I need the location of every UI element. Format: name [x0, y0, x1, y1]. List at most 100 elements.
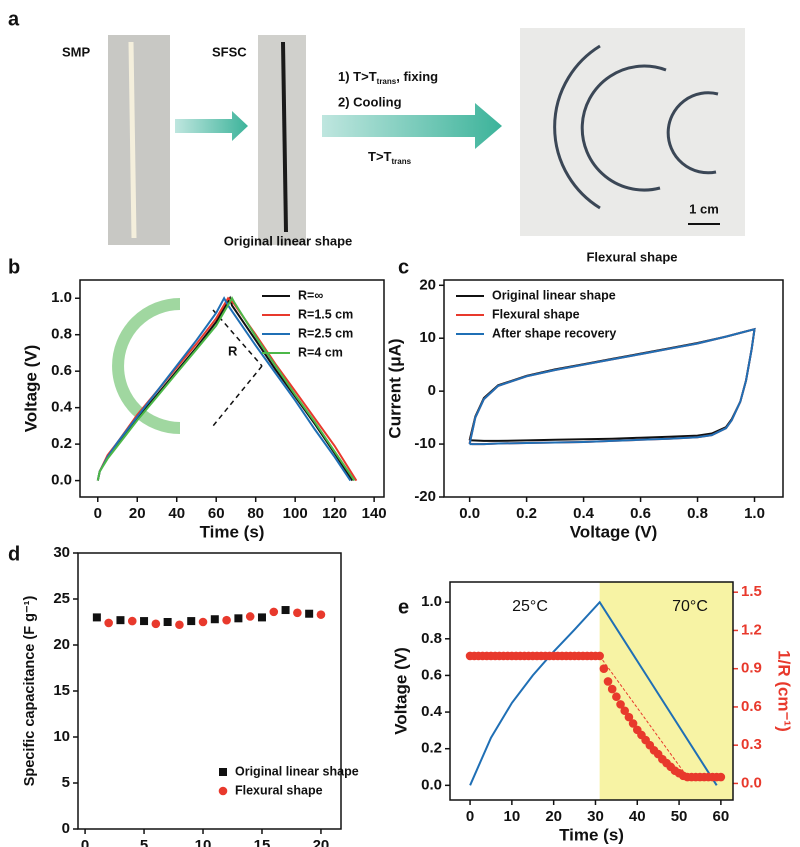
plot-frame [77, 552, 342, 830]
series-line [96, 296, 356, 482]
marker [151, 619, 161, 629]
text-part: , fixing [396, 69, 438, 84]
marker [127, 616, 137, 626]
legend-label: Flexural shape [235, 783, 323, 797]
text-part: 1) T>T [338, 69, 377, 84]
panel-label: e [398, 596, 409, 618]
y-tick-label: 10 [53, 728, 70, 745]
y-tick-label: 0.6 [421, 666, 442, 683]
panel-label: c [398, 256, 409, 278]
arrow [322, 103, 502, 149]
y-tick-label: 5 [62, 774, 70, 791]
y2-tick-label: 1.5 [741, 583, 762, 600]
marker [281, 606, 290, 615]
legend-label: R=1.5 cm [298, 307, 353, 321]
marker [607, 684, 617, 694]
x-tick-label: 0 [466, 808, 474, 825]
y-tick-label: 30 [53, 544, 70, 561]
x-tick-label: 140 [362, 505, 387, 522]
y2-axis-title: 1/R (cm⁻¹) [775, 650, 794, 732]
x-axis-title: Time (s) [200, 522, 265, 541]
x-tick-label: 60 [208, 505, 225, 522]
y-tick-label: 0.0 [51, 472, 72, 489]
legend-label: After shape recovery [492, 326, 616, 340]
panel-a: a 1 cm SMP SFSC Original linear shape 1)… [8, 8, 745, 264]
legend-label: Original linear shape [235, 764, 359, 778]
y-tick-label: 0.4 [421, 703, 443, 720]
x-tick-label: 60 [713, 808, 730, 825]
x-tick-label: 100 [283, 505, 308, 522]
chart-panel: e 0 10 20 30 40 50 60 0.0 0.2 0.4 0.6 0.8 1.0 0.0 0.3 0.… [391, 581, 794, 844]
y-tick-label: 0.8 [421, 630, 442, 647]
y-tick-label: 0 [428, 382, 436, 399]
marker [316, 610, 326, 619]
x-tick-label: 10 [504, 808, 521, 825]
chart-panel: d05101520051015202530Cycle numberSpecifi… [8, 543, 359, 847]
y2-tick-label: 0.6 [741, 698, 762, 715]
legend-label: Original linear shape [492, 288, 616, 302]
marker [616, 700, 625, 709]
photo-label: SFSC [212, 44, 247, 59]
step-text: 1) T>Ttrans, fixing [338, 69, 438, 86]
y-tick-label: 0.4 [51, 399, 73, 416]
y-tick-label: 10 [419, 329, 436, 346]
marker [716, 772, 726, 782]
marker [198, 617, 208, 627]
marker [603, 677, 613, 686]
marker [269, 607, 279, 617]
legend-marker [218, 786, 228, 796]
y-tick-label: 0.8 [51, 326, 72, 343]
subscript: trans [391, 157, 411, 166]
marker [620, 706, 630, 716]
arc-fiber [553, 44, 601, 210]
y-tick-label: 0.6 [51, 362, 72, 379]
x-tick-label: 0 [81, 837, 89, 847]
y-tick-label: 20 [53, 636, 70, 653]
y-tick-label: 0.2 [51, 435, 72, 452]
panel-label: b [8, 256, 20, 278]
arc-fiber [666, 91, 719, 175]
x-tick-label: 0.2 [516, 505, 537, 522]
x-tick-label: 80 [247, 505, 264, 522]
y2-tick-label: 1.2 [741, 621, 762, 638]
legend-marker [219, 768, 227, 776]
inset-label: R [228, 343, 238, 358]
text-part: T>T [368, 149, 392, 164]
plot-frame [449, 581, 734, 801]
y2-tick-label: 0.9 [741, 660, 762, 677]
legend-label: R=∞ [298, 288, 323, 302]
x-tick-label: 0 [94, 505, 102, 522]
x-tick-label: 0.8 [687, 505, 708, 522]
x-axis-title: Voltage (V) [570, 522, 658, 541]
x-tick-label: 5 [140, 837, 148, 847]
series-line [468, 327, 756, 446]
x-tick-label: 15 [254, 837, 271, 847]
x-axis-title: Time (s) [559, 825, 624, 844]
marker [116, 616, 125, 625]
x-tick-label: 1.0 [744, 505, 765, 522]
x-tick-label: 20 [545, 808, 562, 825]
photo-smp [108, 35, 170, 245]
x-tick-label: 30 [587, 808, 604, 825]
radius-line [212, 365, 263, 427]
y-tick-label: 15 [53, 682, 70, 699]
smp-fiber [128, 41, 137, 239]
y-tick-label: 0 [62, 820, 70, 837]
inset-arc [112, 298, 181, 434]
marker [222, 615, 231, 625]
photo-flexural [520, 28, 745, 236]
y-tick-label: 1.0 [421, 593, 442, 610]
marker [257, 613, 266, 622]
marker [245, 612, 255, 621]
plot-frame [79, 279, 385, 498]
scale-label: 1 cm [689, 201, 719, 216]
marker [612, 692, 621, 702]
chart-panel: c 0.0 0.2 0.4 0.6 0.8 1.0 -20 -10 0 10 20 Voltage (V… [385, 256, 784, 541]
x-tick-label: 40 [629, 808, 646, 825]
x-tick-label: 50 [671, 808, 688, 825]
radius-line [212, 309, 263, 367]
y-axis-title: Voltage (V) [21, 345, 40, 433]
y-axis-title: Voltage (V) [391, 647, 410, 735]
y-tick-label: 20 [419, 276, 436, 293]
x-tick-label: 0.4 [573, 505, 595, 522]
